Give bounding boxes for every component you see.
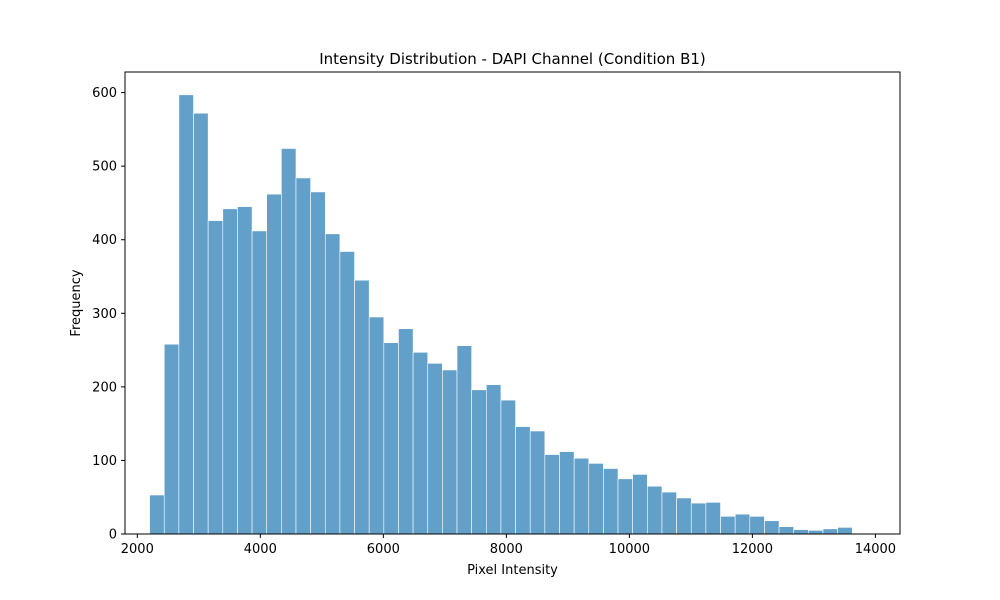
histogram-bar [442,369,458,535]
histogram-bar [266,193,282,535]
x-axis: 2000 4000 6000 8000 10000 12000 14000 [121,534,896,557]
y-tick-label: 600 [92,86,117,101]
histogram-bar [837,527,853,535]
histogram-bar [822,528,838,535]
histogram-bar [808,530,824,535]
histogram-bar [368,316,385,535]
histogram-bar [324,233,341,535]
x-tick-label: 6000 [367,542,400,557]
histogram-bar [515,426,531,535]
histogram-bar [793,529,809,535]
x-tick-label: 10000 [609,542,650,557]
histogram-bar [412,351,429,535]
plot-frame [124,71,901,535]
y-axis: 0 100 200 300 400 500 600 [92,86,125,543]
y-axis-label: Frequency [69,269,84,336]
y-tick-label: 100 [92,454,117,469]
histogram-bar [647,485,663,535]
histogram-bar [617,478,633,535]
histogram-bar [559,451,575,535]
histogram-bar [588,463,604,535]
histogram-bar [456,345,472,535]
y-tick-label: 300 [92,307,117,322]
y-tick-label: 400 [92,233,117,248]
chart-title: Intensity Distribution - DAPI Channel (C… [319,50,706,68]
histogram-bar [281,148,297,535]
x-tick-label: 12000 [732,542,773,557]
y-tick-label: 0 [109,528,117,543]
histogram-bar [471,389,487,535]
histogram-bar [676,497,692,535]
y-tick-label: 200 [92,380,117,395]
histogram-bar [500,399,516,535]
x-tick-label: 14000 [855,542,896,557]
histogram-bar [603,468,619,535]
histogram-bar [222,208,238,535]
histogram-bar [163,343,180,535]
histogram-bar [295,177,311,535]
histogram-bar [251,230,268,535]
histogram-bar [690,502,707,535]
histogram-bar [734,513,751,535]
histogram-bar [544,454,560,535]
histogram-bar [237,206,253,535]
x-tick-label: 2000 [121,542,154,557]
histogram-bar [632,474,648,535]
x-axis-label: Pixel Intensity [467,563,558,578]
histogram-bar [339,251,355,535]
histogram-bar [398,328,414,535]
histogram-bar [705,502,721,535]
histogram-bar [573,457,590,535]
histogram-bar [178,94,194,535]
histogram-bar [383,342,399,535]
histogram-bar [427,363,443,535]
histogram-bar [310,191,326,535]
histogram-bar [485,384,502,535]
y-tick-label: 500 [92,160,117,175]
histogram-bar [778,526,795,535]
histogram-bar [764,520,780,535]
histogram-bar [193,112,209,535]
histogram-bar [720,516,736,535]
x-tick-label: 8000 [490,542,523,557]
histogram-bar [749,516,765,535]
histogram-bar [149,494,165,535]
bars-layer [149,94,868,535]
x-tick-label: 4000 [244,542,277,557]
histogram-bar [529,430,546,535]
histogram-bar [661,491,677,535]
histogram-bar [354,279,370,535]
histogram-bar [207,220,224,535]
